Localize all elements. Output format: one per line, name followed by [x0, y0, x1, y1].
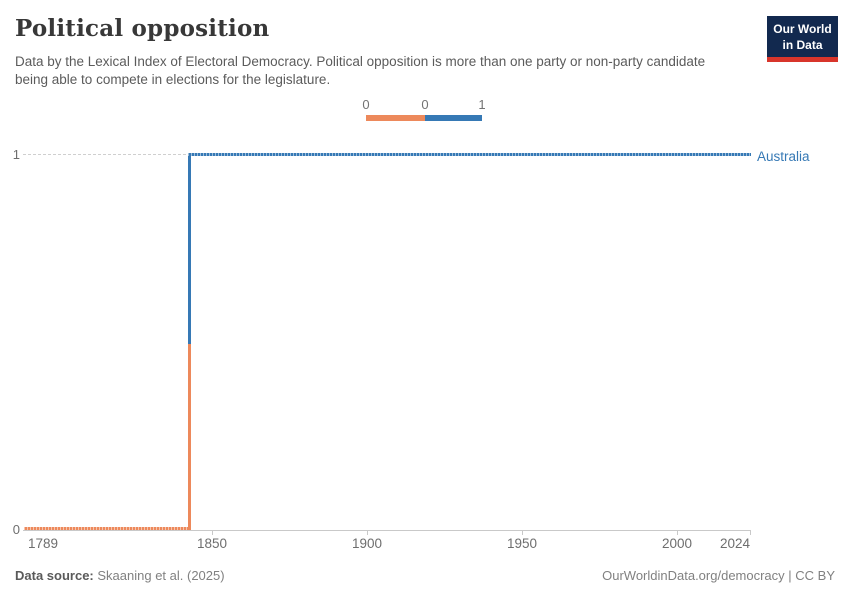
- x-tick-label-1950: 1950: [506, 536, 538, 551]
- series-segment-transition-upper[interactable]: [188, 154, 191, 344]
- x-tick-label-2000: 2000: [661, 536, 693, 551]
- x-tickmark-2024: [750, 530, 751, 535]
- data-source-value[interactable]: Skaaning et al. (2025): [97, 568, 225, 583]
- x-tickmark-1950: [522, 530, 523, 535]
- y-tick-label-0: 0: [12, 522, 20, 537]
- data-source-note: Data source: Skaaning et al. (2025): [15, 568, 225, 583]
- legend-tick-label-max: 1: [478, 97, 486, 112]
- series-segment-value0-horizontal[interactable]: [24, 527, 189, 530]
- series-label-australia[interactable]: Australia: [757, 149, 810, 164]
- y-tick-label-1: 1: [12, 147, 20, 162]
- page-title: Political opposition: [15, 15, 270, 42]
- x-tick-label-1789: 1789: [27, 536, 59, 551]
- x-tick-label-1850: 1850: [196, 536, 228, 551]
- x-tickmark-2000: [677, 530, 678, 535]
- series-segment-value1-horizontal[interactable]: [188, 153, 751, 156]
- x-axis-line: [23, 530, 751, 531]
- legend-tick-label-mid: 0: [421, 97, 429, 112]
- series-segment-transition-lower[interactable]: [188, 343, 191, 530]
- legend-tick-label-min: 0: [362, 97, 370, 112]
- x-tick-label-2024: 2024: [719, 536, 751, 551]
- owid-logo-line1: Our World: [773, 22, 832, 36]
- legend-swatch-value-0[interactable]: [366, 115, 425, 121]
- x-tick-label-1900: 1900: [351, 536, 383, 551]
- data-source-label: Data source:: [15, 568, 94, 583]
- legend-swatch-value-1[interactable]: [425, 115, 482, 121]
- x-tickmark-1850: [212, 530, 213, 535]
- owid-logo[interactable]: Our World in Data: [767, 16, 838, 62]
- logo-red-bar: [767, 57, 838, 62]
- x-tickmark-1900: [367, 530, 368, 535]
- chart-subtitle: Data by the Lexical Index of Electoral D…: [15, 54, 706, 87]
- attribution-link[interactable]: OurWorldinData.org/democracy | CC BY: [602, 568, 835, 583]
- owid-logo-line2: in Data: [782, 37, 823, 52]
